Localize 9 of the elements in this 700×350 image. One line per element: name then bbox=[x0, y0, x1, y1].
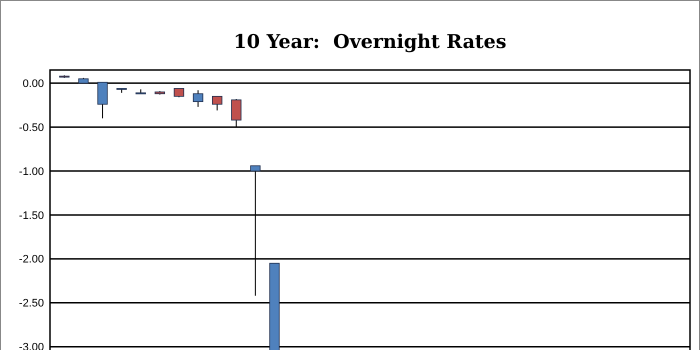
y-tick-label: -2.50 bbox=[18, 298, 44, 310]
y-tick-label: -2.00 bbox=[18, 254, 44, 266]
chart-title: 10 Year: Overnight Rates bbox=[234, 31, 506, 53]
y-tick-label: -0.50 bbox=[18, 122, 44, 134]
y-tick-label: 0.00 bbox=[22, 78, 44, 90]
candlestick bbox=[192, 90, 204, 108]
candlestick bbox=[212, 96, 222, 111]
y-tick-label: -1.50 bbox=[18, 210, 44, 222]
y-tick-label: -1.00 bbox=[18, 166, 44, 178]
